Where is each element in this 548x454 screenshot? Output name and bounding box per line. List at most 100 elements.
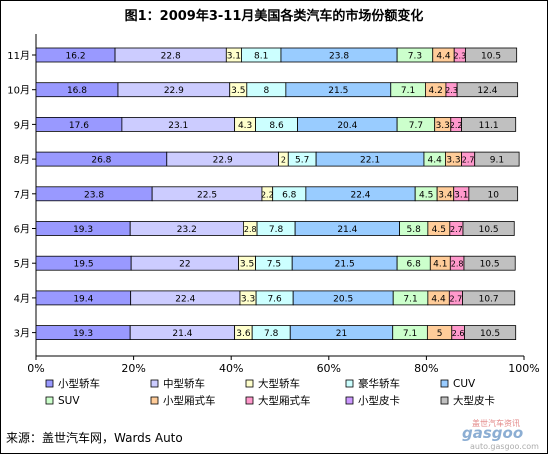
data-label: 2.7 — [462, 156, 475, 165]
bar-segment — [462, 221, 515, 236]
data-label: 7.1 — [403, 329, 417, 339]
watermark-logo: 盖世汽车资讯 gasgoo auto.gasgoo.com — [452, 418, 544, 452]
legend-swatch — [345, 379, 354, 388]
data-label: 10.5 — [480, 329, 500, 339]
data-label: 19.3 — [73, 225, 93, 235]
data-label: 20.5 — [333, 294, 353, 304]
legend-label: 豪华轿车 — [358, 377, 400, 390]
data-label: 4.2 — [429, 86, 443, 96]
bar-segment — [463, 255, 516, 271]
data-label: 7.8 — [269, 225, 284, 235]
data-label: 7.5 — [267, 260, 281, 270]
data-label: 6.8 — [282, 190, 297, 200]
data-label: 26.8 — [91, 156, 111, 166]
data-label: 7.1 — [401, 86, 415, 96]
category-label: 6月 — [14, 224, 30, 236]
data-label: 21.5 — [335, 260, 355, 270]
data-label: 23.1 — [168, 121, 188, 131]
legend-swatch — [245, 379, 254, 388]
data-label: 4.4 — [436, 52, 451, 62]
data-label: 2 — [281, 156, 286, 165]
legend-swatch — [45, 379, 54, 388]
data-label: 7.3 — [408, 52, 422, 62]
data-label: 8 — [263, 86, 269, 96]
legend-swatch — [245, 396, 254, 405]
category-label: 8月 — [14, 154, 30, 166]
data-label: 22.4 — [350, 190, 370, 200]
data-label: 10.5 — [481, 52, 501, 62]
data-label: 10.7 — [479, 294, 499, 304]
x-tick-label: 80% — [414, 362, 438, 375]
legend-label: 中型轿车 — [163, 377, 205, 390]
legend-swatch — [440, 379, 449, 388]
bar-segment — [461, 117, 517, 132]
watermark-top-text: 盖世汽车资讯 — [472, 419, 520, 428]
data-label: 9.1 — [490, 156, 504, 166]
data-label: 22.8 — [161, 52, 181, 62]
legend: 小型轿车 中型轿车 大型轿车 豪华轿车 CUV SUV 小型厢式车 大型厢式车 小型皮卡 大型皮卡 — [45, 377, 495, 407]
data-label: 3.5 — [231, 86, 245, 96]
data-label: 22.9 — [213, 156, 233, 166]
data-label: 7.6 — [267, 294, 282, 304]
data-label: 3.3 — [446, 156, 460, 166]
data-label: 4.5 — [432, 225, 446, 235]
data-label: 17.6 — [69, 121, 89, 131]
data-label: 22 — [179, 260, 190, 270]
bar-segment — [462, 290, 516, 306]
data-label: 3.3 — [241, 294, 255, 304]
data-label: 2.6 — [452, 329, 465, 338]
x-tick-label: 0% — [27, 362, 44, 375]
data-label: 2.3 — [445, 86, 458, 95]
data-label: 19.3 — [73, 329, 93, 339]
legend-label: CUV — [453, 378, 476, 390]
data-label: 2.2 — [450, 121, 463, 130]
data-label: 22.9 — [164, 86, 184, 96]
data-label: 22.4 — [175, 294, 195, 304]
data-label: 21.4 — [172, 329, 192, 339]
data-label: 19.5 — [74, 260, 94, 270]
chart-title: 图1：2009年3-11月美国各类汽车的市场份额变化 — [125, 8, 424, 24]
data-label: 2.8 — [451, 260, 464, 269]
data-label: 2.7 — [450, 225, 463, 234]
legend-swatch — [45, 396, 54, 405]
x-tick-label: 60% — [317, 362, 341, 375]
data-label: 21.4 — [337, 225, 357, 235]
data-label: 3.4 — [438, 190, 453, 200]
data-label: 8.1 — [254, 52, 268, 62]
data-label: 3.1 — [227, 52, 241, 62]
legend-label: 小型皮卡 — [358, 394, 400, 407]
watermark-logo-text: gasgoo — [462, 424, 524, 442]
data-label: 4.3 — [238, 121, 252, 131]
bar-segment — [464, 325, 517, 341]
data-label: 16.2 — [66, 52, 86, 62]
data-label: 10.5 — [479, 225, 499, 235]
legend-swatch — [345, 396, 354, 405]
data-label: 2.2 — [261, 190, 274, 199]
data-label: 3.5 — [240, 260, 254, 270]
data-label: 7.7 — [409, 121, 423, 131]
data-label: 4.5 — [419, 190, 433, 200]
legend-label: 大型轿车 — [258, 377, 300, 390]
bar-segment — [474, 151, 520, 167]
data-label: 23.8 — [329, 52, 349, 62]
data-label: 3.1 — [454, 190, 468, 200]
bar-segment — [468, 186, 519, 202]
legend-label: 大型厢式车 — [258, 394, 311, 407]
data-label: 7.8 — [264, 329, 279, 339]
legend-label: 小型轿车 — [58, 377, 100, 390]
data-label: 2.3 — [453, 52, 466, 61]
bar-segment — [465, 47, 518, 63]
data-label: 6.8 — [407, 260, 422, 270]
data-label: 3.6 — [236, 329, 251, 339]
data-label: 5 — [437, 329, 443, 339]
data-label: 2.8 — [244, 225, 257, 234]
data-label: 11.1 — [479, 121, 499, 131]
data-label: 10.5 — [480, 260, 500, 270]
data-label: 22.5 — [197, 190, 217, 200]
data-label: 22.1 — [360, 156, 380, 166]
data-label: 20.4 — [337, 121, 357, 131]
legend-swatch — [150, 379, 159, 388]
category-label: 9月 — [14, 119, 30, 131]
legend-label: 大型皮卡 — [453, 394, 495, 407]
category-label: 10月 — [7, 85, 30, 97]
